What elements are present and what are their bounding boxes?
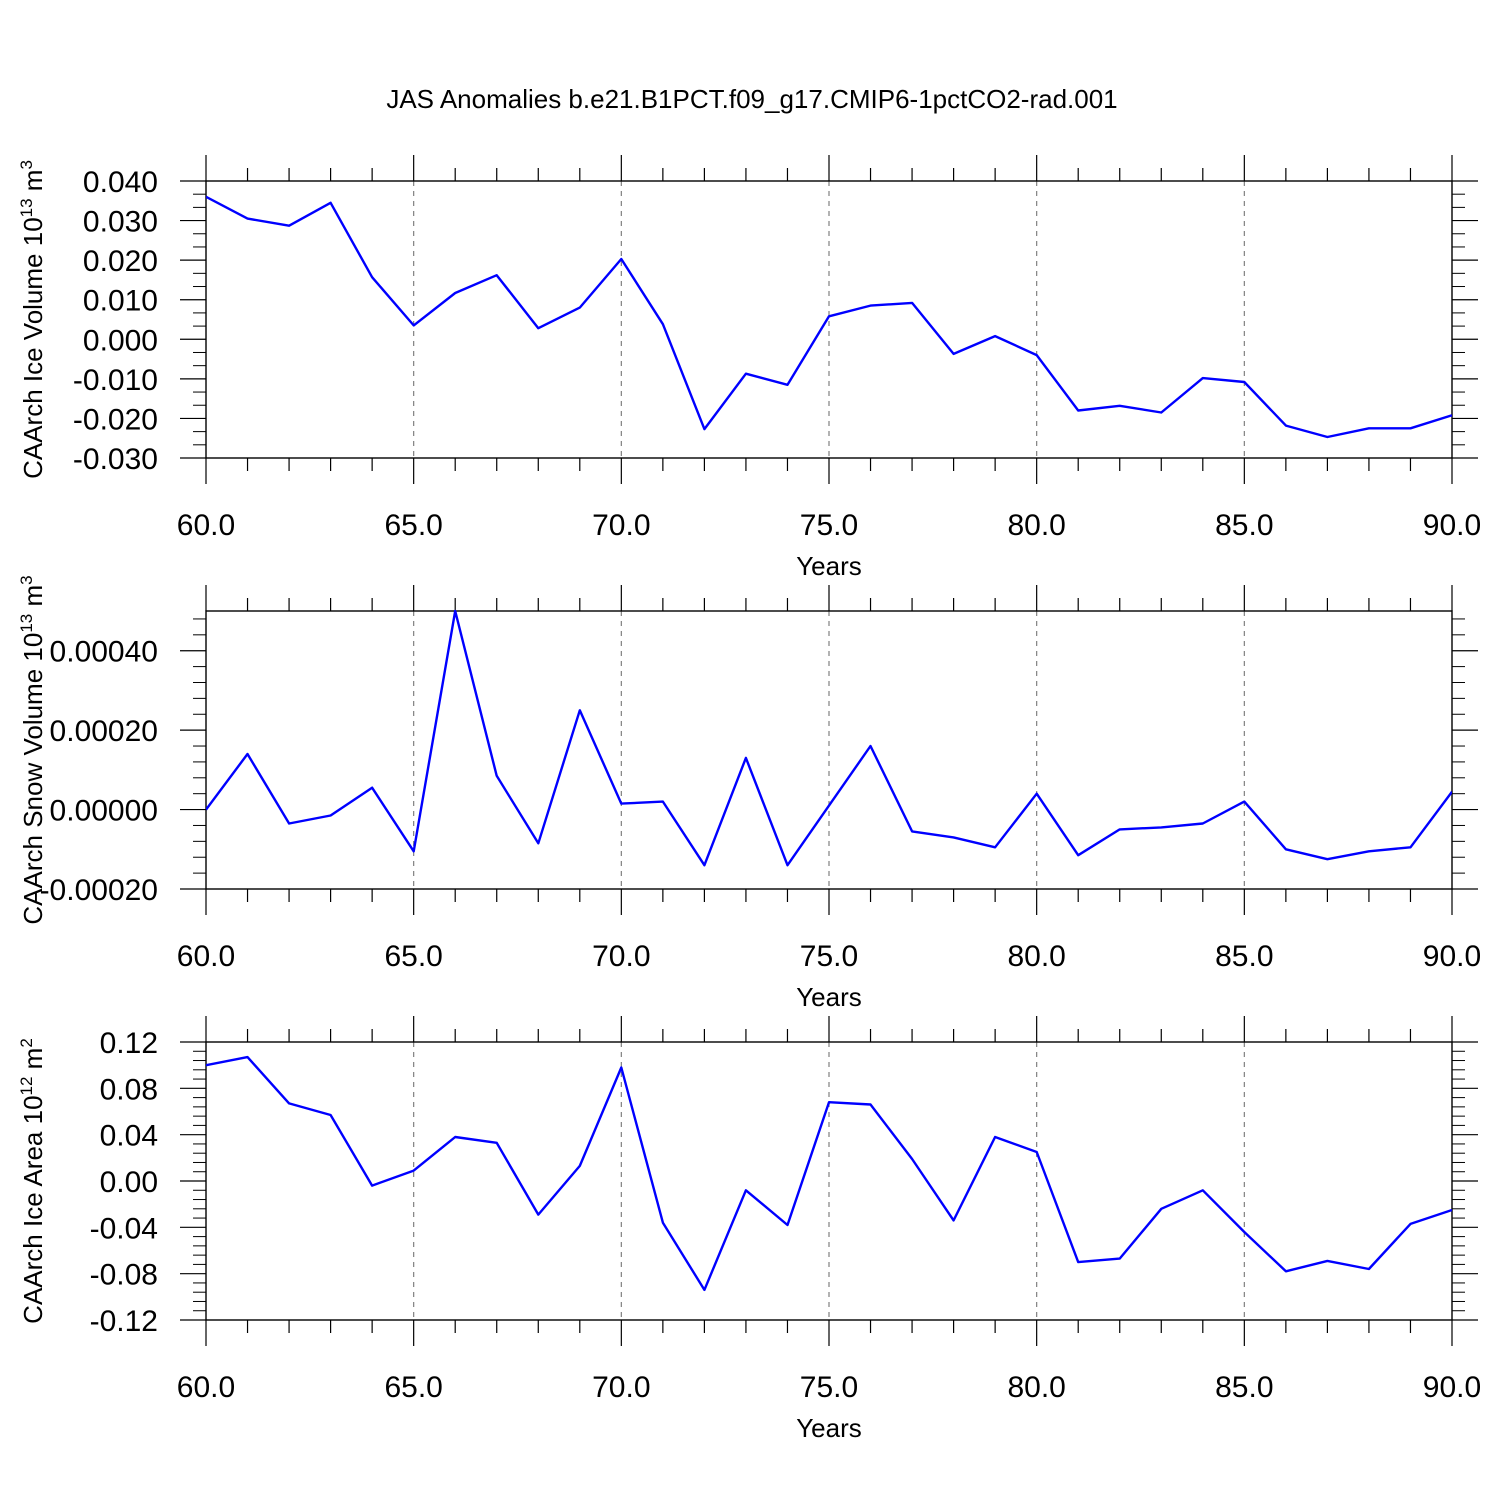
series-line [206, 609, 1452, 867]
x-tick-label: 75.0 [800, 1371, 858, 1404]
y-tick-label: 0.010 [83, 285, 158, 318]
tick-labels: 60.0 65.0 70.0 75.0 80.0 85.0 90.0 0.12 0.08 0.04… [90, 1027, 1482, 1404]
y-tick-label: 0.04 [100, 1120, 158, 1153]
y-tick-label: 0.00000 [50, 795, 158, 828]
x-axis-label: Years [796, 551, 862, 581]
y-tick-label: -0.030 [73, 443, 158, 476]
x-tick-label: 70.0 [592, 1371, 650, 1404]
grid-lines [413, 181, 1245, 458]
y-axis-label-exponent: 12 [17, 1077, 36, 1096]
x-tick-label: 90.0 [1423, 509, 1481, 542]
series-line [206, 1055, 1452, 1292]
x-tick-label: 90.0 [1423, 940, 1481, 973]
y-tick-label: 0.12 [100, 1027, 158, 1060]
x-tick-label: 80.0 [1007, 1371, 1065, 1404]
series-line [206, 195, 1452, 439]
grid-lines [413, 1042, 1245, 1320]
x-tick-label: 65.0 [384, 1371, 442, 1404]
figure-title: JAS Anomalies b.e21.B1PCT.f09_g17.CMIP6-… [386, 84, 1117, 114]
y-tick-label: 0.00 [100, 1166, 158, 1199]
x-axis-label: Years [796, 1413, 862, 1443]
x-tick-label: 75.0 [800, 940, 858, 973]
y-tick-label: 0.00020 [50, 715, 158, 748]
y-axis-label-unit: m [18, 170, 48, 199]
y-tick-label: 0.000 [83, 324, 158, 357]
y-tick-label: -0.04 [90, 1212, 158, 1245]
x-tick-label: 70.0 [592, 940, 650, 973]
x-tick-label: 80.0 [1007, 509, 1065, 542]
y-axis-label-text: CAArch Ice Volume 10 [18, 217, 48, 479]
tick-marks [180, 585, 1478, 915]
x-tick-label: 60.0 [177, 1371, 235, 1404]
y-tick-label: -0.020 [73, 403, 158, 436]
tick-marks [180, 1016, 1478, 1346]
y-axis-label-text: CAArch Snow Volume 10 [18, 633, 48, 925]
x-tick-label: 70.0 [592, 509, 650, 542]
y-tick-label: -0.010 [73, 364, 158, 397]
x-tick-label: 65.0 [384, 509, 442, 542]
y-axis-label-unit-exponent: 3 [17, 160, 36, 169]
panels: 60.0 65.0 70.0 75.0 80.0 85.0 90.0 0.040 0.030 0.… [17, 155, 1481, 1443]
y-tick-label: -0.12 [90, 1305, 158, 1338]
panel-3: 60.0 65.0 70.0 75.0 80.0 85.0 90.0 0.12 0.08 0.04… [17, 1016, 1481, 1443]
y-tick-label: 0.00040 [50, 636, 158, 669]
x-tick-label: 90.0 [1423, 1371, 1481, 1404]
y-axis-label: CAArch Ice Area 1012 m2 [17, 1038, 48, 1324]
x-tick-label: 80.0 [1007, 940, 1065, 973]
x-tick-label: 85.0 [1215, 940, 1273, 973]
y-axis-label-exponent: 13 [17, 198, 36, 217]
y-axis-label-unit: m [18, 1048, 48, 1077]
tick-marks [180, 155, 1478, 484]
tick-labels: 60.0 65.0 70.0 75.0 80.0 85.0 90.0 0.040 0.030 0.… [73, 166, 1481, 542]
y-axis-label-unit: m [18, 585, 48, 614]
y-tick-label: 0.030 [83, 206, 158, 239]
y-axis-label: CAArch Snow Volume 1013 m3 [17, 575, 48, 924]
y-tick-label: -0.00020 [40, 874, 158, 907]
x-tick-label: 60.0 [177, 509, 235, 542]
y-axis-label-exponent: 13 [17, 614, 36, 633]
x-axis-label: Years [796, 982, 862, 1012]
x-tick-label: 60.0 [177, 940, 235, 973]
panel-1: 60.0 65.0 70.0 75.0 80.0 85.0 90.0 0.040 0.030 0.… [17, 155, 1481, 581]
x-tick-label: 65.0 [384, 940, 442, 973]
y-axis-label: CAArch Ice Volume 1013 m3 [17, 160, 48, 479]
y-tick-label: 0.040 [83, 166, 158, 199]
y-axis-label-unit-exponent: 2 [17, 1038, 36, 1047]
y-axis-label-text: CAArch Ice Area 10 [18, 1095, 48, 1323]
x-tick-label: 75.0 [800, 509, 858, 542]
y-axis-label-unit-exponent: 3 [17, 575, 36, 584]
tick-labels: 60.0 65.0 70.0 75.0 80.0 85.0 90.0 0.00040 0.000… [40, 636, 1482, 973]
y-tick-label: 0.08 [100, 1073, 158, 1106]
grid-lines [413, 611, 1245, 889]
panel-2: 60.0 65.0 70.0 75.0 80.0 85.0 90.0 0.00040 0.000… [17, 575, 1481, 1012]
y-tick-label: 0.020 [83, 245, 158, 278]
y-tick-label: -0.08 [90, 1259, 158, 1292]
x-tick-label: 85.0 [1215, 509, 1273, 542]
x-tick-label: 85.0 [1215, 1371, 1273, 1404]
